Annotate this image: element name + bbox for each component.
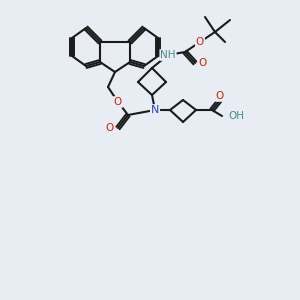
Text: NH: NH <box>160 50 176 60</box>
Text: O: O <box>198 58 206 68</box>
Text: OH: OH <box>228 111 244 121</box>
Text: N: N <box>151 105 159 115</box>
Text: O: O <box>114 97 122 107</box>
Text: O: O <box>216 91 224 101</box>
Text: O: O <box>106 123 114 133</box>
Text: O: O <box>196 37 204 47</box>
